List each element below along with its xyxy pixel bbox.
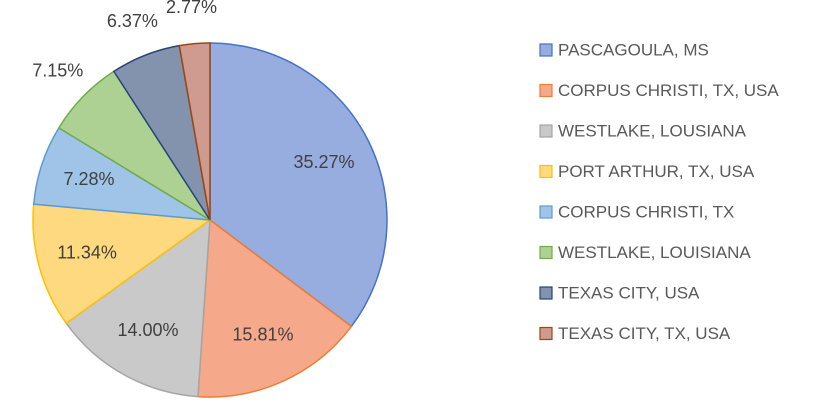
pie-slice bbox=[32, 203, 213, 325]
legend-swatch bbox=[539, 164, 553, 179]
legend-swatch bbox=[539, 83, 553, 98]
legend-swatch bbox=[539, 326, 553, 341]
data-label: 6.37% bbox=[107, 11, 158, 31]
legend-label: WESTLAKE, LOUISIANA bbox=[558, 243, 751, 262]
legend-label: TEXAS CITY, TX, USA bbox=[558, 324, 731, 343]
legend-label: PASCAGOULA, MS bbox=[558, 40, 709, 59]
data-label: 14.00% bbox=[117, 320, 178, 340]
pie-slice bbox=[178, 42, 211, 221]
legend-swatch bbox=[539, 205, 553, 219]
pie-slice bbox=[209, 42, 388, 328]
data-label: 15.81% bbox=[232, 325, 293, 345]
legend-label: CORPUS CHRISTI, TX, USA bbox=[558, 81, 779, 100]
legend-swatch bbox=[539, 245, 553, 260]
data-label: 7.28% bbox=[63, 169, 114, 189]
pie-slice bbox=[65, 218, 211, 398]
data-label: 7.15% bbox=[32, 61, 83, 81]
data-label: 2.77% bbox=[166, 0, 217, 17]
data-label: 35.27% bbox=[294, 152, 355, 172]
data-label: 11.34% bbox=[57, 242, 117, 262]
legend-label: PORT ARTHUR, TX, USA bbox=[558, 162, 755, 181]
legend-swatch bbox=[539, 286, 553, 300]
pie-slice bbox=[197, 218, 353, 398]
legend-label: WESTLAKE, LOUSIANA bbox=[558, 121, 747, 140]
legend-label: CORPUS CHRISTI, TX bbox=[558, 202, 734, 221]
legend-swatch bbox=[539, 43, 553, 57]
legend-label: TEXAS CITY, USA bbox=[558, 283, 700, 302]
legend-swatch bbox=[539, 124, 553, 138]
